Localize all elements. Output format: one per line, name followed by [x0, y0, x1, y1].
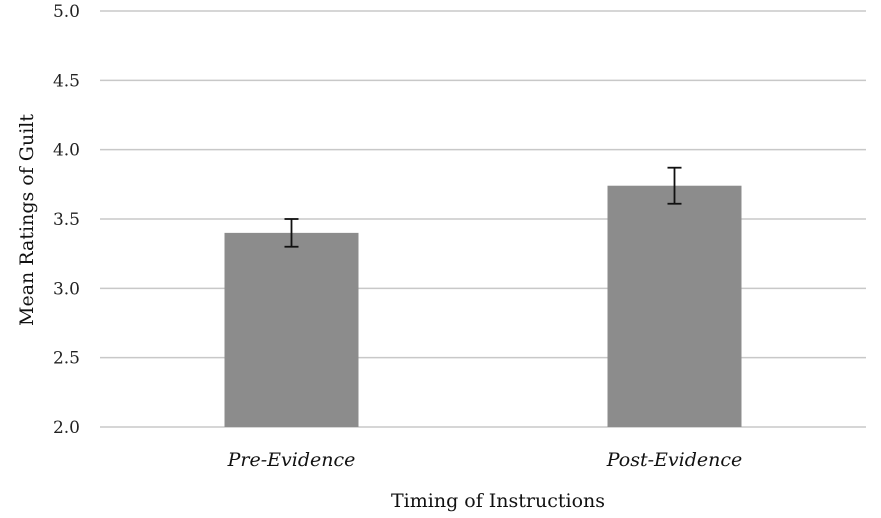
y-tick-label: 2.5 [53, 349, 80, 369]
y-tick-label: 3.0 [53, 279, 80, 299]
y-tick-label: 4.5 [53, 71, 80, 91]
y-tick-labels: 2.0 2.5 3.0 3.5 4.0 4.5 5.0 [53, 2, 80, 438]
error-bar-pre-evidence [284, 218, 299, 248]
error-bar-post-evidence [667, 166, 682, 205]
category-labels: Pre-Evidence Post-Evidence [227, 449, 743, 471]
category-label: Pre-Evidence [227, 449, 356, 471]
category-label: Post-Evidence [606, 449, 742, 471]
y-tick-label: 5.0 [53, 2, 80, 22]
y-tick-label: 4.0 [53, 141, 80, 161]
bar-pre-evidence [224, 232, 359, 427]
y-tick-label: 3.5 [53, 210, 80, 230]
bar-post-evidence [607, 185, 742, 427]
bars [224, 185, 742, 427]
gridlines [100, 10, 866, 428]
y-axis-title: Mean Ratings of Guilt [16, 114, 38, 326]
error-bars [284, 166, 682, 248]
x-axis-title: Timing of Instructions [391, 490, 605, 512]
y-tick-label: 2.0 [53, 418, 80, 438]
